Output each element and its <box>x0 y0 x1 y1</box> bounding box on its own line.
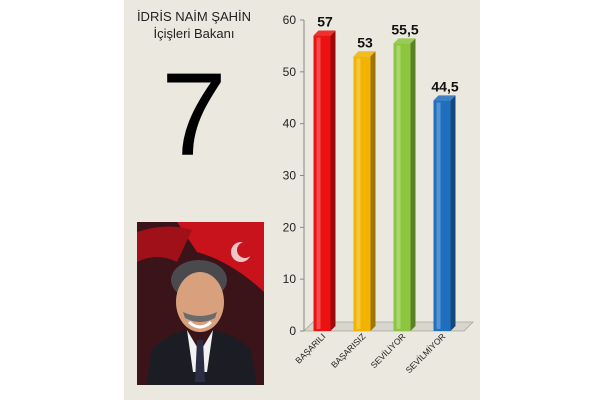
bar <box>353 56 371 332</box>
bar-side <box>330 30 336 332</box>
y-tick-label: 0 <box>289 324 296 338</box>
y-tick-label: 60 <box>283 13 297 27</box>
bar <box>313 35 331 332</box>
bar-value-label: 53 <box>357 34 373 50</box>
bar-top <box>353 51 376 57</box>
portrait-photo <box>137 222 264 385</box>
portrait-icon <box>137 222 264 385</box>
rank-number: 7 <box>161 49 227 181</box>
flag-background <box>177 222 264 292</box>
category-label: BAŞARILI <box>293 331 327 365</box>
category-label: SEVİLMİYOR <box>404 331 448 375</box>
bar-highlight <box>356 58 361 330</box>
y-tick-label: 10 <box>283 272 297 286</box>
bar-highlight <box>396 45 401 329</box>
bar-highlight <box>316 37 321 330</box>
y-tick-label: 20 <box>283 220 297 234</box>
person-role: İçişleri Bakanı <box>153 26 235 41</box>
bar-side <box>410 38 416 331</box>
chart-floor <box>303 321 474 332</box>
bar-top <box>393 38 416 44</box>
bar-top <box>313 30 336 36</box>
bar <box>433 100 451 331</box>
bar-top <box>433 95 456 101</box>
y-tick-label: 50 <box>283 65 297 79</box>
bar-highlight <box>436 102 441 329</box>
bar-chart-svg: 0 10 20 30 40 50 60 57 BAŞARILI 53 BAŞARISIZ 55,5 SE… <box>283 13 474 375</box>
bar-side <box>370 51 376 332</box>
bar-chart: 0 10 20 30 40 50 60 57 BAŞARILI 53 BAŞARISIZ 55,5 SE… <box>272 0 480 400</box>
y-tick-label: 40 <box>283 117 297 131</box>
bar-value-label: 57 <box>317 14 333 30</box>
person-name: İDRİS NAİM ŞAHİN <box>136 9 252 24</box>
person-caption: İDRİS NAİM ŞAHİN İçişleri Bakanı <box>124 8 264 42</box>
bar-value-label: 55,5 <box>391 21 418 37</box>
bar-value-label: 44,5 <box>431 78 458 94</box>
category-label: SEVİLİYOR <box>369 331 408 370</box>
y-tick-label: 30 <box>283 169 297 183</box>
bar-side <box>450 95 456 331</box>
bar <box>393 43 411 331</box>
category-label: BAŞARISIZ <box>329 331 367 369</box>
